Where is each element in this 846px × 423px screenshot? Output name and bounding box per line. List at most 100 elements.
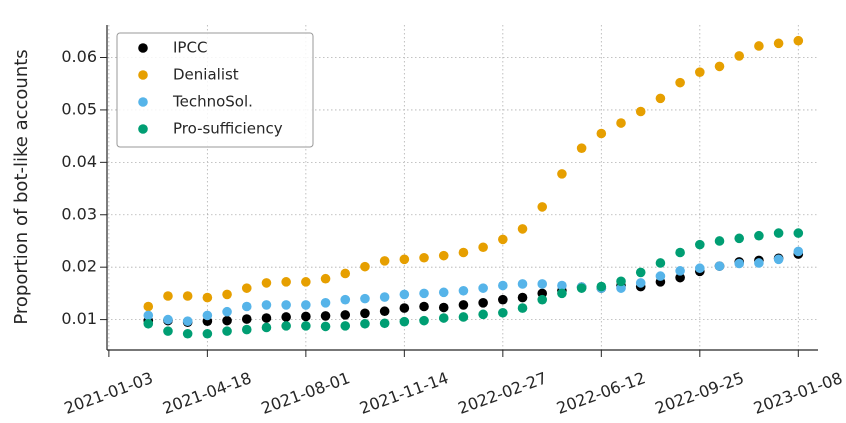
point <box>379 256 390 266</box>
point <box>557 169 567 179</box>
point <box>596 128 607 139</box>
point <box>793 228 804 238</box>
point <box>340 310 351 320</box>
point <box>222 289 232 300</box>
point <box>734 233 745 244</box>
point <box>793 246 804 257</box>
point <box>301 300 311 310</box>
point <box>438 302 449 313</box>
point <box>320 298 331 308</box>
point <box>655 258 666 268</box>
point <box>301 321 311 331</box>
point <box>635 106 646 117</box>
point <box>793 35 804 46</box>
point <box>478 309 488 320</box>
point <box>419 252 429 263</box>
legend-box <box>116 32 314 148</box>
legend-marker <box>138 97 148 107</box>
point <box>635 267 646 278</box>
point <box>458 312 469 322</box>
point <box>675 77 685 88</box>
legend-label: Denialist <box>173 66 239 84</box>
point <box>222 306 232 317</box>
point <box>498 307 508 318</box>
point <box>241 314 252 324</box>
point <box>616 118 626 128</box>
y-tick-label: 0.03 <box>61 204 97 223</box>
legend-marker <box>138 124 148 134</box>
point <box>163 291 173 301</box>
point <box>143 318 154 329</box>
point <box>320 321 331 332</box>
point <box>714 61 725 72</box>
point <box>754 258 764 268</box>
point <box>320 273 331 284</box>
point <box>498 280 508 291</box>
point <box>202 292 213 303</box>
point <box>281 321 291 331</box>
point <box>498 234 508 245</box>
point <box>458 247 469 258</box>
point <box>399 316 410 327</box>
point <box>143 310 154 321</box>
x-tick-label: 2021-04-18 <box>160 368 254 418</box>
y-axis-label: Proportion of bot-like accounts <box>11 49 32 324</box>
point <box>616 283 626 293</box>
point <box>261 322 272 333</box>
point <box>438 287 449 298</box>
x-tick-label: 2022-06-12 <box>554 368 648 418</box>
legend-label: Pro-sufficiency <box>173 120 283 138</box>
x-tick-label: 2022-09-25 <box>653 368 747 418</box>
point <box>695 239 705 250</box>
point <box>517 292 528 303</box>
point <box>537 279 548 289</box>
x-tick-label: 2021-11-14 <box>357 368 451 418</box>
x-tick-label: 2023-01-08 <box>751 368 845 418</box>
point <box>340 294 351 305</box>
point <box>281 277 291 287</box>
y-tick-label: 0.02 <box>61 257 97 276</box>
point <box>695 263 705 274</box>
point <box>182 316 193 326</box>
point <box>222 315 232 326</box>
point <box>340 321 351 331</box>
point <box>379 318 390 329</box>
point <box>360 308 370 319</box>
x-tick-label: 2021-08-01 <box>259 368 353 418</box>
point <box>399 254 410 265</box>
point <box>379 306 390 317</box>
point <box>143 301 154 312</box>
point <box>241 301 252 312</box>
point <box>675 247 685 258</box>
point <box>281 300 291 310</box>
point <box>537 202 548 212</box>
point <box>478 242 488 253</box>
point <box>202 328 213 339</box>
point <box>163 314 173 325</box>
point <box>734 258 745 269</box>
point <box>576 283 587 293</box>
legend-marker <box>138 70 148 80</box>
point <box>557 280 567 291</box>
point <box>734 51 745 61</box>
point <box>438 313 449 323</box>
point <box>773 38 784 49</box>
point <box>498 294 508 305</box>
point <box>458 285 469 296</box>
point <box>537 294 548 305</box>
point <box>754 41 764 51</box>
point <box>438 250 449 261</box>
point <box>360 318 370 329</box>
point <box>320 311 331 321</box>
point <box>695 67 705 77</box>
point <box>399 289 410 300</box>
point <box>635 278 646 288</box>
point <box>340 268 351 279</box>
point <box>655 271 666 281</box>
point <box>517 303 528 313</box>
point <box>675 272 685 283</box>
point <box>301 277 311 287</box>
point <box>517 224 528 234</box>
point <box>360 293 370 304</box>
